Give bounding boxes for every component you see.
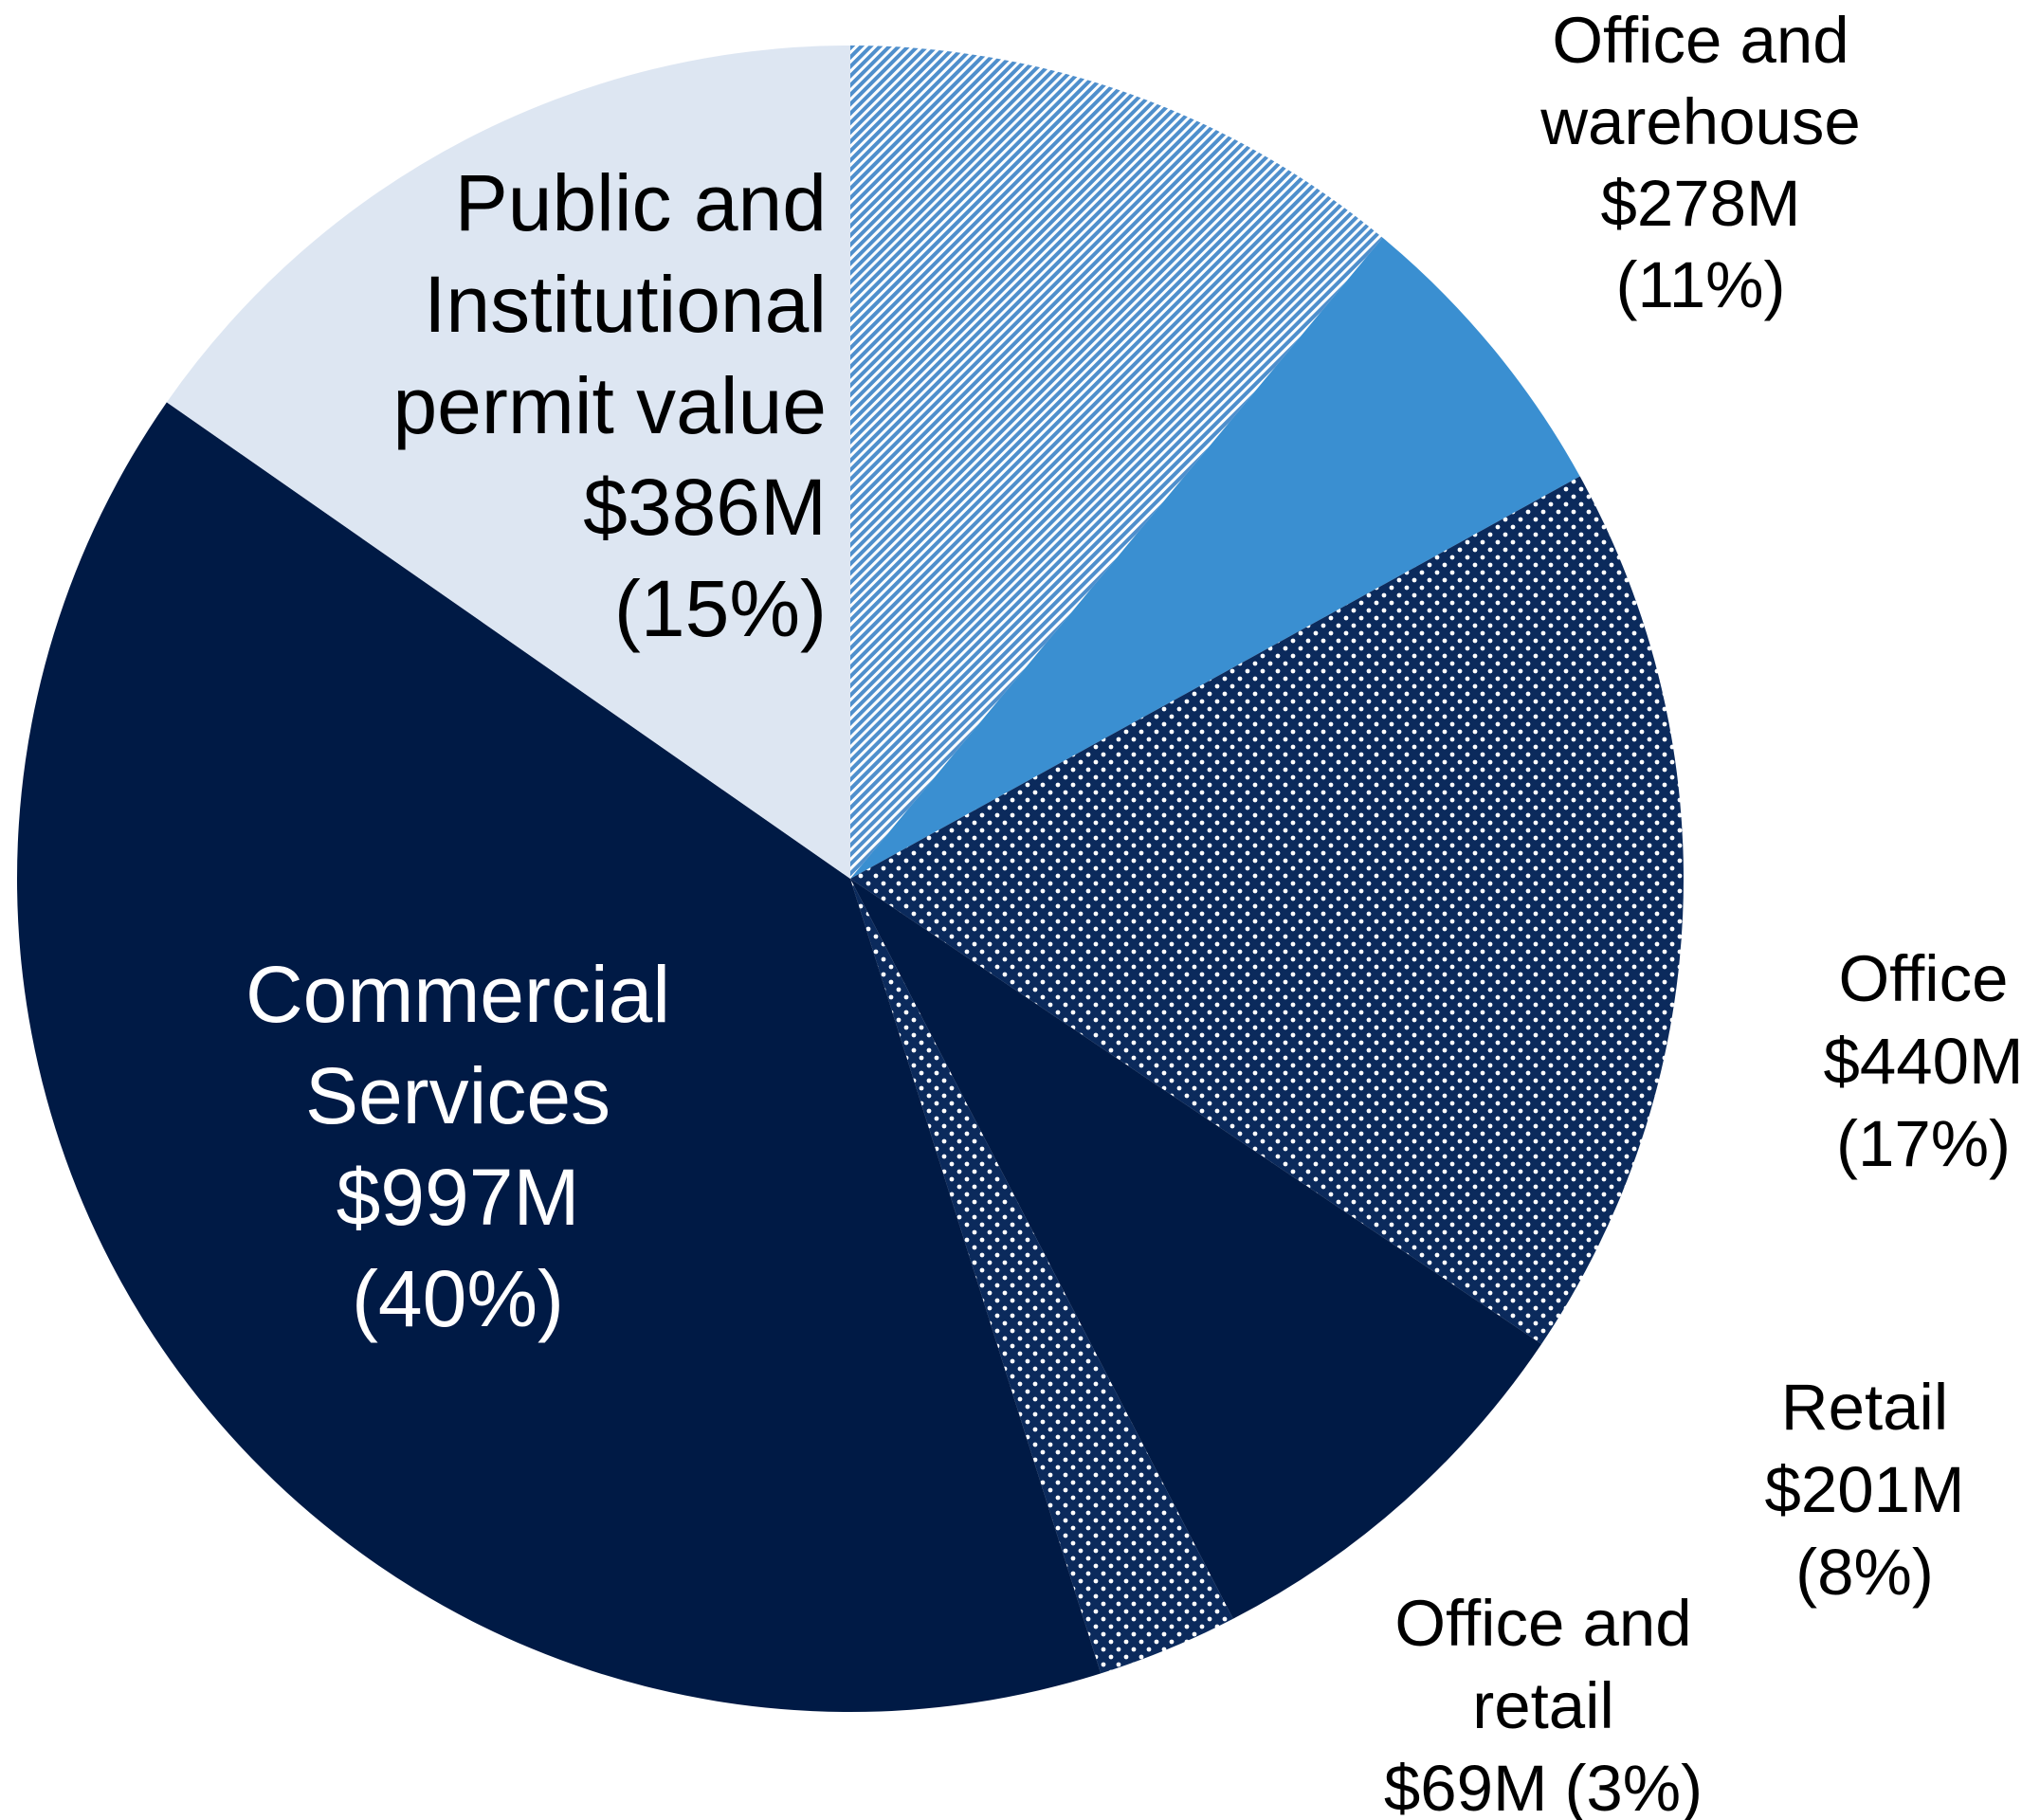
value-label: $69M bbox=[1384, 1752, 1548, 1820]
data-label: Office and bbox=[1552, 4, 1849, 77]
pie-slice bbox=[16, 402, 1102, 1712]
data-label: $386M bbox=[583, 463, 827, 552]
data-label: Public and bbox=[455, 158, 827, 247]
data-label: (17%) bbox=[1836, 1107, 2011, 1180]
pie-slice bbox=[850, 879, 1233, 1674]
data-label: permit value bbox=[392, 361, 827, 450]
data-label: warehouse bbox=[1539, 85, 1861, 158]
data-label: (11%) bbox=[1616, 248, 1786, 321]
data-label: (15%) bbox=[614, 564, 827, 653]
data-label: $997M bbox=[337, 1153, 580, 1242]
data-label: (40%) bbox=[352, 1254, 564, 1343]
pie-slice bbox=[850, 237, 1580, 879]
data-label: (8%) bbox=[1795, 1536, 1934, 1609]
pie-slice bbox=[850, 46, 1383, 879]
data-label: Retail bbox=[1781, 1371, 1948, 1444]
pie-slice bbox=[166, 46, 851, 879]
data-label: $201M bbox=[1765, 1453, 1965, 1526]
data-label: $69M (3%) bbox=[1384, 1752, 1703, 1820]
data-label: $278M bbox=[1601, 167, 1801, 240]
data-label: Services bbox=[305, 1051, 610, 1140]
data-label: retail bbox=[1472, 1669, 1614, 1742]
data-label: Commercial bbox=[246, 950, 670, 1039]
data-label: Office and bbox=[1394, 1587, 1691, 1660]
data-label: Institutional bbox=[424, 260, 827, 349]
data-label: $440M bbox=[1824, 1025, 2024, 1098]
pie-slice bbox=[850, 879, 1542, 1619]
share-label: (3%) bbox=[1564, 1752, 1703, 1820]
pie-slice bbox=[850, 476, 1685, 1344]
data-label: Office bbox=[1839, 942, 2009, 1015]
